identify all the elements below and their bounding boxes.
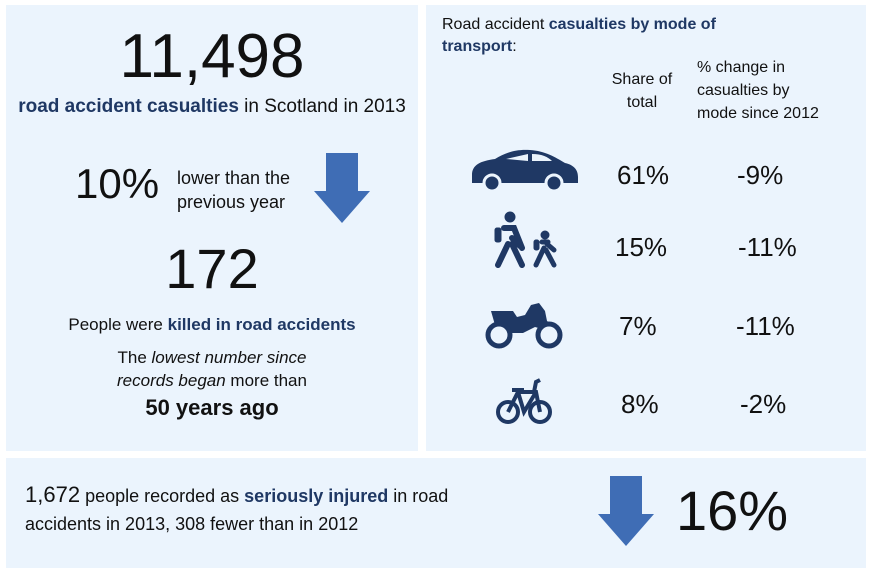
col-share-header: Share of total bbox=[596, 68, 688, 114]
casualties-label-highlight: road accident casualties bbox=[18, 96, 239, 117]
killed-total: 172 bbox=[165, 237, 259, 300]
col-share-l1: Share of bbox=[611, 71, 673, 88]
casualties-panel bbox=[6, 5, 418, 451]
motorcycle-icon bbox=[485, 303, 563, 349]
share-bicycle: 8% bbox=[621, 389, 659, 419]
share-car: 61% bbox=[617, 160, 670, 190]
lowest-note: The lowest number since records began mo… bbox=[6, 346, 418, 419]
down-arrow-icon bbox=[598, 476, 654, 546]
years-ago: 50 years ago bbox=[145, 395, 279, 420]
change-motorcycle: -11% bbox=[736, 311, 795, 341]
records-rest: more than bbox=[225, 371, 307, 390]
casualties-pct-text: lower than the previous year bbox=[177, 166, 290, 214]
casualties-label-rest: in Scotland in 2013 bbox=[238, 96, 406, 117]
records-em: records began bbox=[117, 371, 226, 390]
casualties-label: road accident casualties in Scotland in … bbox=[6, 96, 418, 118]
col-change-l2: casualties by bbox=[697, 82, 790, 99]
change-bicycle: -2% bbox=[740, 389, 787, 419]
title-hl2: transport bbox=[442, 38, 513, 55]
change-car: -9% bbox=[737, 160, 784, 190]
killed-label: People were killed in road accidents bbox=[6, 315, 418, 335]
pct-text-line1: lower than the bbox=[177, 168, 291, 188]
title-hl: casualties by mode of bbox=[548, 16, 716, 33]
col-share-l2: total bbox=[626, 94, 658, 111]
casualties-pct: 10% bbox=[75, 160, 160, 207]
col-change-l3: mode since 2012 bbox=[697, 105, 819, 122]
change-pedestrian: -11% bbox=[738, 232, 797, 262]
lowest-pre: The bbox=[117, 348, 152, 367]
title-post: : bbox=[512, 38, 517, 55]
injured-text: 1,672 people recorded as seriously injur… bbox=[25, 481, 448, 538]
title-pre: Road accident bbox=[442, 16, 549, 33]
injured-line2: accidents in 2013, 308 fewer than in 201… bbox=[25, 514, 359, 534]
injured-count: 1,672 bbox=[25, 482, 81, 507]
killed-label-pre: People were bbox=[68, 315, 168, 334]
injured-pct: 16% bbox=[676, 479, 789, 542]
injured-pre: people recorded as bbox=[80, 486, 245, 506]
pct-text-line2: previous year bbox=[177, 192, 286, 212]
share-pedestrian: 15% bbox=[615, 232, 668, 262]
modes-title: Road accident casualties by mode of tran… bbox=[442, 14, 772, 58]
car-icon bbox=[472, 149, 578, 190]
casualties-total: 11,498 bbox=[119, 22, 305, 91]
col-change-header: % change in casualties by mode since 2012 bbox=[697, 56, 819, 125]
injured-panel bbox=[6, 458, 866, 568]
killed-label-highlight: killed in road accidents bbox=[167, 315, 356, 334]
lowest-em: lowest number since bbox=[151, 348, 307, 367]
bicycle-icon bbox=[496, 378, 552, 424]
col-change-l1: % change in bbox=[697, 59, 786, 76]
injured-post: in road bbox=[388, 486, 449, 506]
share-motorcycle: 7% bbox=[619, 311, 657, 341]
down-arrow-icon bbox=[314, 153, 370, 223]
injured-hl: seriously injured bbox=[244, 486, 389, 506]
pedestrians-icon bbox=[494, 211, 557, 268]
